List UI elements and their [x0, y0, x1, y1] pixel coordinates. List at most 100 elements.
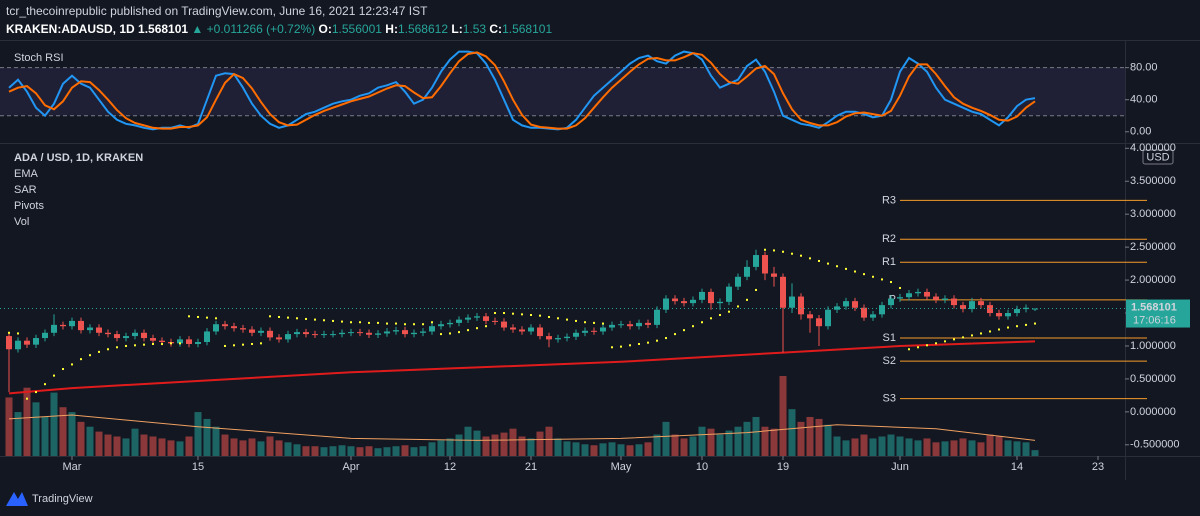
sar-dot: [359, 321, 361, 324]
sar-dot: [494, 312, 496, 315]
candle-body: [159, 340, 165, 343]
currency-box: [1142, 149, 1174, 165]
volume-bar: [806, 416, 814, 456]
sar-dot: [125, 344, 127, 347]
candle-body: [51, 324, 57, 333]
x-tick-label: 14: [1011, 461, 1023, 473]
sar-dot: [683, 329, 685, 332]
candle-body: [870, 314, 876, 318]
candle-body: [933, 296, 939, 300]
legend-vol: Vol: [14, 216, 29, 228]
candle-body: [528, 327, 534, 332]
sar-dot: [872, 275, 874, 278]
volume-bar: [68, 412, 76, 456]
sar-dot: [917, 346, 919, 349]
volume-bar: [14, 412, 22, 456]
y-tick-label: 2.500000: [1130, 241, 1176, 253]
candle-body: [690, 299, 696, 304]
candle-body: [240, 328, 246, 330]
sar-dot: [53, 374, 55, 377]
sar-dot: [989, 330, 991, 333]
volume-bar: [716, 434, 724, 456]
sar-dot: [242, 343, 244, 346]
stoch-tick-label: 0.00: [1130, 126, 1151, 138]
candle-body: [735, 276, 741, 287]
pivot-label: R3: [882, 194, 896, 206]
candle-body: [717, 301, 723, 304]
candle-body: [447, 322, 453, 325]
candle-body: [285, 334, 291, 340]
candle-body: [114, 334, 120, 339]
volume-bar: [374, 448, 382, 456]
volume-bar: [23, 387, 31, 456]
candle-body: [1023, 307, 1029, 310]
volume-bar: [797, 421, 805, 456]
candle-body: [150, 338, 156, 341]
volume-bar: [860, 434, 868, 456]
legend-ema: EMA: [14, 168, 39, 180]
candle-body: [15, 340, 21, 350]
candle-body: [105, 332, 111, 335]
x-tick-label: 19: [777, 461, 789, 473]
candle-body: [852, 301, 858, 308]
sar-dot: [593, 321, 595, 324]
volume-bar: [275, 440, 283, 456]
sar-dot: [953, 338, 955, 341]
candle-body: [663, 298, 669, 310]
sar-dot: [188, 315, 190, 318]
y-tick-label: 0.000000: [1130, 406, 1176, 418]
ema-line: [8, 340, 1036, 395]
sar-dot: [449, 332, 451, 335]
volume-bar: [302, 446, 310, 456]
volume-bar: [248, 438, 256, 456]
candle-body: [339, 332, 345, 335]
volume-bar: [959, 438, 967, 456]
candle-body: [456, 319, 462, 323]
sar-dot: [737, 305, 739, 308]
candle-body: [33, 338, 39, 345]
volume-bar: [131, 428, 139, 456]
volume-bar: [527, 438, 535, 456]
sar-dot: [926, 344, 928, 347]
candle-body: [816, 318, 822, 327]
volume-bar: [554, 438, 562, 456]
volume-bar: [158, 438, 166, 456]
candle-body: [348, 332, 354, 334]
sar-dot: [638, 342, 640, 345]
volume-bar: [752, 416, 760, 456]
candle-body: [843, 301, 849, 307]
candle-body: [429, 326, 435, 332]
sar-dot: [818, 259, 820, 262]
sar-dot: [35, 391, 37, 394]
sar-dot: [782, 250, 784, 253]
sar-dot: [575, 319, 577, 322]
volume-bar: [455, 434, 463, 456]
x-tick-label: 12: [444, 461, 456, 473]
sar-dot: [935, 342, 937, 345]
volume-bar: [59, 407, 67, 456]
candle-body: [942, 298, 948, 300]
sar-dot: [269, 315, 271, 318]
candle-body: [897, 297, 903, 299]
sar-dot: [701, 321, 703, 324]
candle-body: [141, 332, 147, 339]
x-tick-label: Mar: [63, 461, 82, 473]
countdown: 17:06:16: [1133, 314, 1176, 326]
volume-bar: [788, 409, 796, 456]
candle-body: [645, 322, 651, 325]
sar-dot: [692, 325, 694, 328]
candle-body: [267, 330, 273, 338]
sar-dot: [521, 313, 523, 316]
sar-dot: [179, 342, 181, 345]
candle-body: [987, 305, 993, 314]
sar-dot: [233, 344, 235, 347]
volume-bar: [410, 447, 418, 456]
candle-body: [501, 321, 507, 328]
candle-body: [258, 330, 264, 333]
c-value: 1.568101: [502, 22, 553, 36]
candle-body: [474, 316, 480, 318]
sar-dot: [656, 339, 658, 342]
sar-dot: [62, 368, 64, 371]
candle-body: [1014, 309, 1020, 314]
candle-body: [771, 273, 777, 277]
